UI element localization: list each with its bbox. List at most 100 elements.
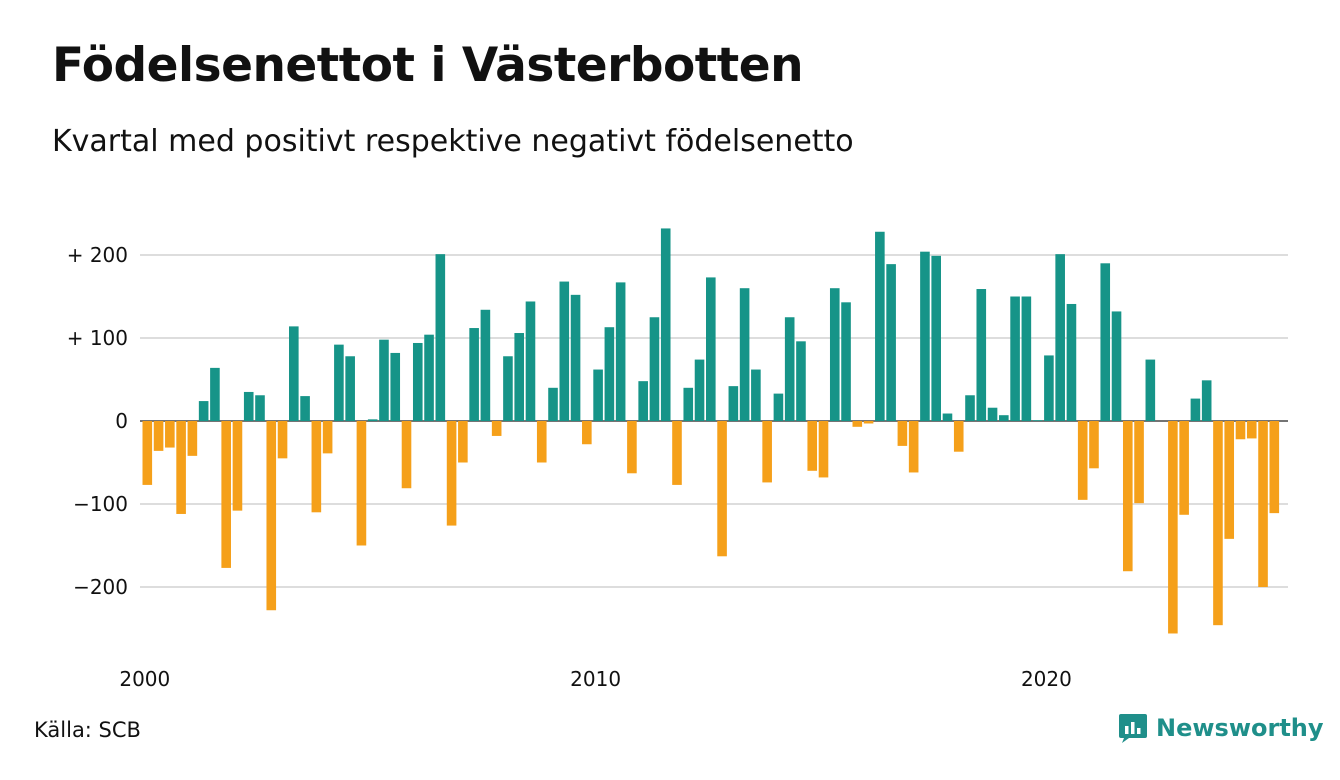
bar-2014K1 — [773, 393, 784, 421]
bar-2018K4 — [987, 407, 998, 421]
bar-2000K4 — [176, 421, 186, 514]
bar-2015K4 — [852, 421, 863, 427]
bar-2020K2 — [1055, 254, 1065, 421]
bar-2002K1 — [232, 421, 243, 511]
bar-2012K2 — [694, 359, 705, 421]
bar-2019K3 — [1021, 296, 1032, 421]
x-tick-label: 2020 — [1021, 667, 1072, 691]
bar-2024K1 — [1224, 421, 1235, 539]
bar-2015K1 — [818, 421, 829, 478]
bar-2010K1 — [593, 369, 603, 421]
bar-2001K2 — [198, 401, 209, 421]
bar-2020K4 — [1077, 421, 1088, 500]
bar-2014K3 — [796, 341, 806, 421]
bar-2008K3 — [525, 301, 536, 421]
bar-2008K2 — [514, 333, 525, 421]
bar-2024K4 — [1258, 421, 1268, 587]
bar-2003K3 — [300, 396, 310, 421]
bar-2005K2 — [379, 339, 389, 421]
bar-2006K2 — [424, 334, 434, 421]
bar-2003K4 — [311, 421, 322, 513]
bar-2005K4 — [401, 421, 412, 489]
bar-2009K2 — [559, 281, 570, 421]
bar-2007K4 — [491, 421, 502, 436]
bar-2021K4 — [1122, 421, 1133, 572]
bar-2013K3 — [751, 369, 761, 421]
chart-subtitle: Kvartal med positivt respektive negativt… — [52, 124, 854, 159]
bar-2021K3 — [1111, 311, 1122, 421]
bar-2006K1 — [412, 342, 423, 421]
y-tick-label: + 200 — [67, 243, 128, 267]
bar-2019K2 — [1010, 296, 1020, 421]
bars — [142, 228, 1280, 634]
bar-2023K3 — [1201, 380, 1212, 421]
bar-2001K3 — [210, 367, 220, 421]
bar-2014K2 — [784, 317, 795, 421]
bar-2011K2 — [649, 317, 660, 421]
bar-2010K2 — [604, 327, 615, 421]
bar-2002K3 — [255, 395, 265, 421]
bar-2007K1 — [458, 421, 468, 463]
bar-2018K2 — [965, 395, 975, 421]
bar-2017K3 — [931, 255, 941, 421]
bar-2016K4 — [897, 421, 908, 446]
bar-2017K2 — [920, 251, 930, 421]
bar-2013K4 — [762, 421, 772, 483]
bar-2012K1 — [683, 387, 694, 421]
bar-2001K4 — [221, 421, 231, 568]
bar-2023K1 — [1179, 421, 1189, 515]
bar-2012K4 — [717, 421, 727, 557]
bar-2017K1 — [908, 421, 919, 473]
bar-2015K2 — [829, 288, 840, 421]
bar-2019K1 — [999, 415, 1009, 421]
bar-2005K3 — [390, 352, 401, 421]
bar-2024K3 — [1246, 421, 1257, 439]
x-tick-label: 2000 — [119, 667, 170, 691]
newsworthy-logo-icon — [1119, 714, 1147, 743]
source-note: Källa: SCB — [34, 718, 141, 742]
bar-2004K3 — [345, 356, 355, 421]
bar-2003K2 — [289, 326, 299, 421]
bar-2014K4 — [807, 421, 818, 471]
bar-2000K2 — [153, 421, 164, 451]
bar-2016K2 — [875, 231, 885, 421]
bar-2011K4 — [672, 421, 682, 485]
y-axis-ticks: + 200 + 100 0 −100 −200 — [67, 243, 128, 599]
bar-2020K1 — [1044, 355, 1054, 421]
brand-logo: Newsworthy — [1118, 712, 1324, 744]
bar-2001K1 — [187, 421, 198, 456]
bar-2010K3 — [615, 282, 626, 421]
bar-2005K1 — [367, 419, 378, 421]
brand-name: Newsworthy — [1156, 714, 1324, 742]
y-tick-label: −100 — [73, 492, 128, 516]
x-tick-label: 2010 — [570, 667, 621, 691]
bar-2023K2 — [1190, 398, 1201, 421]
bar-2011K3 — [660, 228, 671, 421]
bar-2000K1 — [142, 421, 153, 485]
bar-2011K1 — [638, 381, 648, 421]
bar-2010K4 — [627, 421, 637, 474]
bar-chart: + 200 + 100 0 −100 −200 2000 2010 2020 — [67, 228, 1288, 691]
bar-2019K4 — [1032, 420, 1043, 421]
bar-2009K4 — [582, 421, 592, 445]
y-tick-label: −200 — [73, 575, 128, 599]
bar-2006K4 — [446, 421, 457, 526]
bar-2004K1 — [322, 421, 333, 454]
bar-2024K2 — [1235, 421, 1246, 440]
bar-2004K2 — [334, 344, 344, 421]
bar-2002K4 — [266, 421, 277, 611]
bar-2022K2 — [1145, 359, 1156, 421]
bar-2018K1 — [953, 421, 964, 452]
bar-2007K2 — [469, 328, 479, 421]
bar-2003K1 — [277, 421, 288, 459]
bar-2020K3 — [1066, 303, 1077, 421]
bar-2008K4 — [536, 421, 547, 463]
bar-2022K4 — [1168, 421, 1178, 634]
bar-2009K3 — [570, 294, 581, 421]
bar-2006K3 — [435, 254, 446, 421]
bar-2013K1 — [728, 386, 739, 421]
bar-2016K3 — [886, 264, 896, 421]
bar-2007K3 — [480, 309, 491, 421]
bar-2021K1 — [1089, 421, 1099, 469]
chart-title: Födelsenettot i Västerbotten — [52, 38, 804, 93]
